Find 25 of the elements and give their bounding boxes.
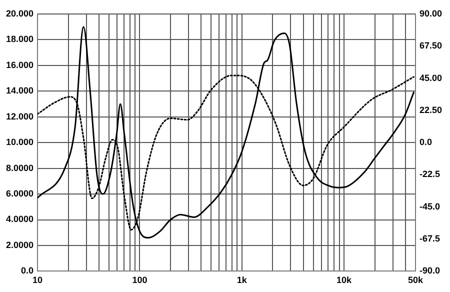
y2-tick-label: 90.00 (419, 8, 442, 18)
y-tick-label: 6.0000 (6, 188, 34, 199)
y-tick-label: 18.000 (6, 34, 34, 44)
y-tick-label: 10.000 (6, 137, 34, 148)
x-tick-label: 10 (32, 275, 43, 286)
x-tick-label: 1k (236, 275, 248, 286)
y2-tick-label: -67.5 (419, 234, 440, 244)
y2-tick-label: 67.50 (419, 40, 442, 51)
y-tick-label: 14.000 (6, 86, 34, 96)
y-tick-label: 0.0 (21, 266, 34, 276)
y2-tick-label: -45.0 (419, 201, 440, 212)
y2-tick-label: -90.0 (419, 266, 440, 276)
y2-tick-label: 22.50 (419, 104, 442, 115)
y2-tick-label: 45.00 (419, 72, 442, 83)
y-tick-label: 2.0000 (6, 240, 34, 250)
x-tick-label: 10k (336, 275, 353, 286)
y-tick-label: 12.000 (6, 111, 34, 122)
y-tick-label: 16.000 (6, 60, 34, 70)
y-tick-label: 20.000 (6, 8, 34, 18)
x-tick-label: 50k (408, 275, 424, 286)
y2-tick-label: -22.5 (419, 169, 440, 180)
x-tick-label: 100 (132, 275, 148, 286)
y-tick-label: 4.0000 (6, 214, 34, 224)
y2-tick-label: 0.0 (419, 137, 432, 148)
y-tick-label: 8.0000 (6, 162, 34, 173)
